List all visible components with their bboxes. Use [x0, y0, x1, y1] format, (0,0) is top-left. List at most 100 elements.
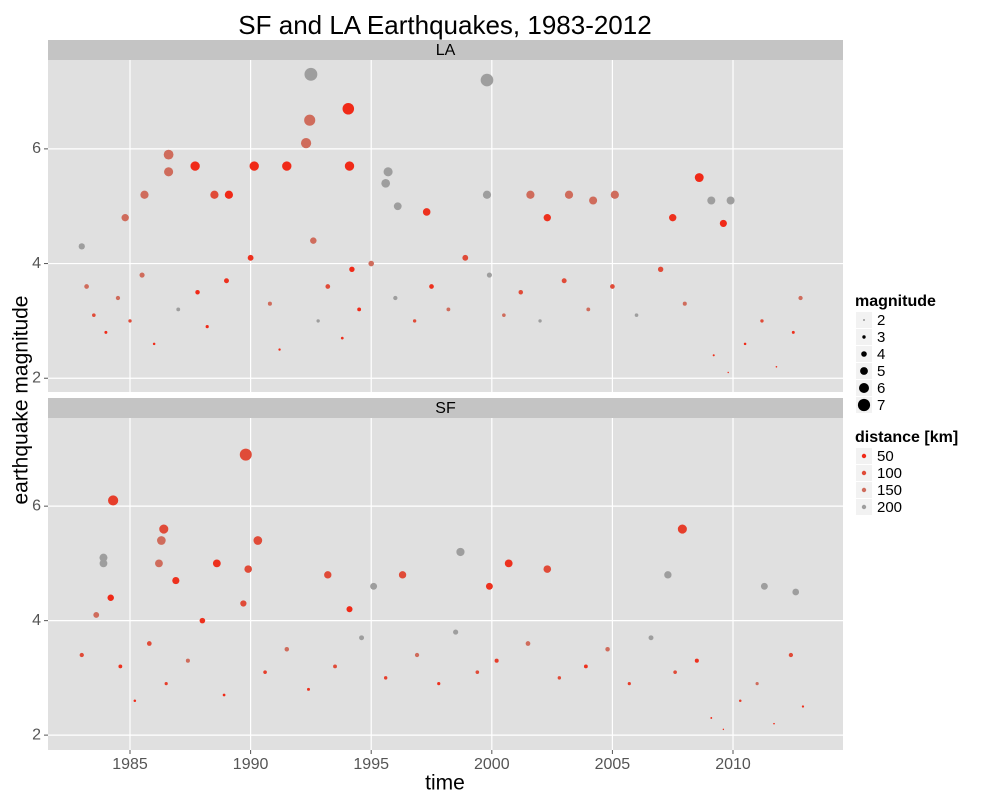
point [422, 208, 431, 216]
point [346, 606, 353, 613]
point [462, 254, 469, 261]
point [589, 196, 598, 205]
point [383, 676, 388, 680]
panel-label: LA [436, 42, 456, 59]
point [310, 237, 317, 244]
point [164, 167, 174, 177]
point [726, 196, 735, 205]
point [722, 728, 725, 731]
point [152, 342, 156, 346]
y-tick-label: 2 [32, 369, 41, 386]
point [486, 272, 492, 278]
point [210, 190, 219, 199]
point [543, 565, 552, 573]
point [791, 330, 795, 334]
y-tick-label: 4 [32, 612, 41, 629]
point [157, 536, 166, 545]
point [333, 664, 337, 669]
point [118, 664, 123, 669]
y-tick-label: 2 [32, 726, 41, 743]
point [561, 278, 567, 284]
point [212, 559, 221, 568]
x-tick-label: 1985 [112, 756, 148, 773]
y-tick-label: 6 [32, 140, 41, 157]
point [344, 161, 355, 171]
point [155, 559, 163, 568]
point [79, 652, 84, 658]
point [414, 652, 420, 658]
point [93, 612, 100, 618]
point [773, 722, 775, 725]
point [453, 629, 459, 635]
point [359, 635, 365, 641]
point [760, 319, 764, 323]
legend-label: 5 [877, 363, 885, 380]
point [682, 301, 687, 306]
point [357, 307, 362, 312]
point [564, 190, 574, 199]
strip [48, 398, 843, 418]
point [755, 682, 759, 686]
point [263, 670, 267, 674]
point [224, 278, 229, 284]
point [664, 571, 672, 579]
point [648, 635, 654, 641]
point [195, 289, 200, 295]
legend-marker [862, 335, 866, 339]
point [605, 647, 610, 652]
point [121, 214, 129, 222]
point [99, 559, 108, 568]
point [325, 284, 331, 289]
point [107, 594, 114, 601]
point [199, 617, 206, 624]
point [760, 582, 768, 590]
point [412, 319, 417, 323]
legend-marker [863, 319, 865, 321]
point [128, 319, 132, 323]
point [316, 319, 320, 323]
point [304, 114, 316, 126]
point [719, 219, 727, 227]
point [115, 295, 121, 301]
point [240, 600, 247, 607]
y-axis-label: earthquake magnitude [10, 296, 33, 505]
point [99, 553, 108, 562]
point [78, 243, 85, 250]
legend-label: 100 [877, 465, 902, 482]
y-tick-label: 6 [32, 497, 41, 514]
x-tick-label: 2010 [715, 756, 751, 773]
legend-label: 6 [877, 380, 885, 397]
point [526, 190, 535, 199]
point [139, 272, 145, 278]
point [538, 319, 542, 323]
point [475, 670, 480, 674]
x-tick-label: 1995 [353, 756, 389, 773]
point [284, 647, 290, 652]
point [282, 161, 292, 171]
point [249, 161, 259, 171]
point [518, 289, 524, 295]
point [205, 325, 209, 329]
x-tick-label: 2000 [474, 756, 510, 773]
point [610, 284, 615, 289]
point [707, 196, 716, 205]
point [304, 67, 318, 81]
point [370, 582, 378, 590]
point [164, 682, 168, 686]
legend-marker [857, 398, 871, 412]
point [610, 190, 619, 199]
point [340, 336, 344, 340]
point [669, 214, 677, 222]
point [324, 571, 332, 579]
point [185, 658, 190, 663]
chart-title: SF and LA Earthquakes, 1983-2012 [238, 10, 651, 40]
point [583, 664, 588, 669]
point [383, 167, 393, 177]
point [140, 190, 149, 199]
panel-label: SF [435, 400, 456, 417]
legend-marker [861, 453, 867, 459]
point [146, 641, 152, 646]
point [798, 295, 803, 301]
point [133, 699, 137, 703]
point [710, 717, 713, 719]
